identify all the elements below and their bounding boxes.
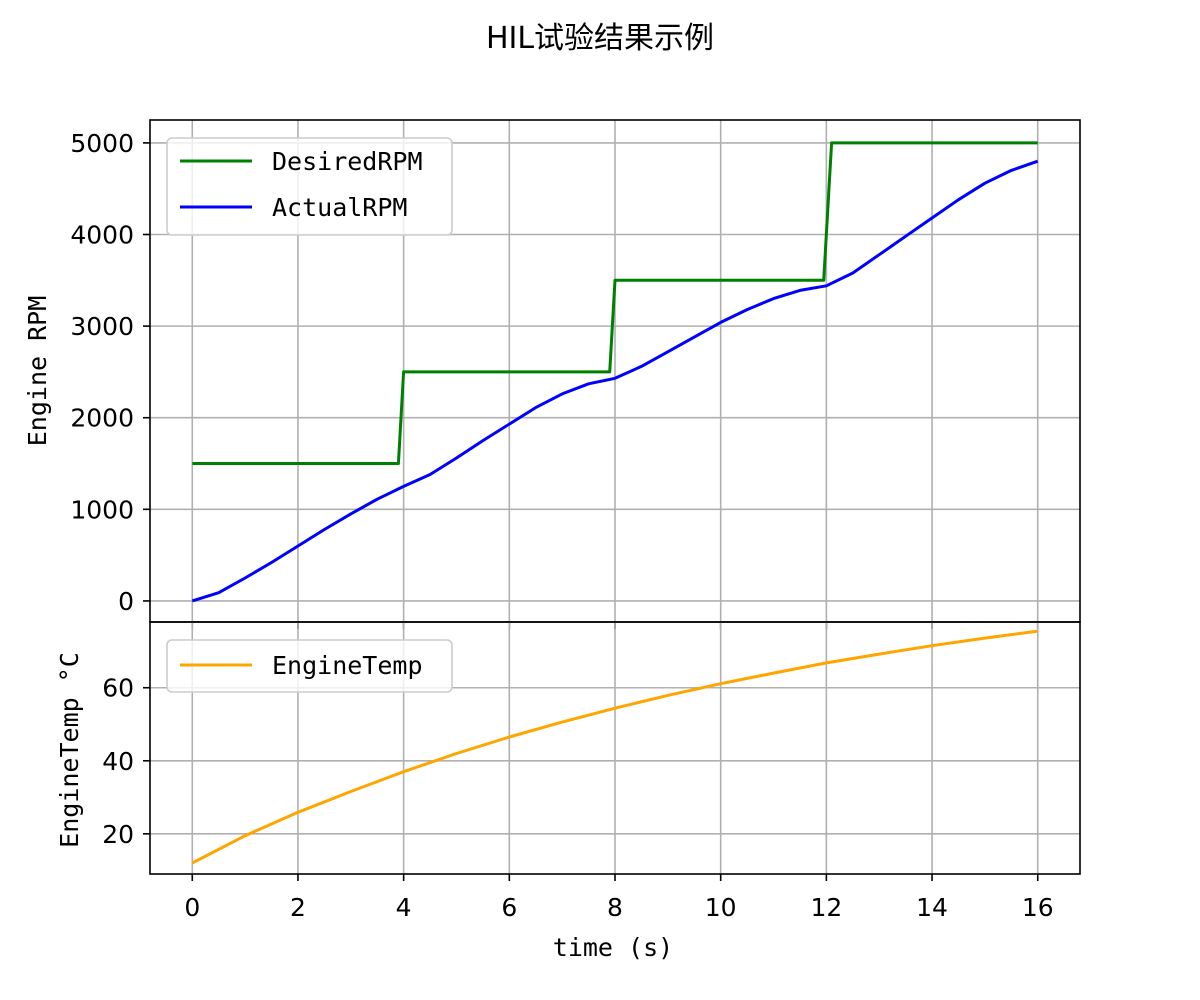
temp-legend: EngineTemp xyxy=(166,639,453,693)
rpm-legend: DesiredRPM ActualRPM xyxy=(166,137,453,236)
x-tick-label-8: 8 xyxy=(607,893,623,922)
x-axis-label: time (s) xyxy=(553,933,673,962)
series-line-actualrpm xyxy=(191,159,1039,603)
legend-label-actual-rpm: ActualRPM xyxy=(272,193,407,222)
temp-ticks: 0 2 4 6 8 10 12 14 16 20 40 60 xyxy=(102,674,1053,922)
temp-y-axis-label: EngineTemp °C xyxy=(55,652,84,848)
rpm-y-tick-label-2000: 2000 xyxy=(70,404,134,433)
rpm-y-tick-label-1000: 1000 xyxy=(70,495,134,524)
series-line-enginetemp xyxy=(191,629,1038,865)
temp-panel: 0 2 4 6 8 10 12 14 16 20 40 60 EngineTemp °C time (… xyxy=(55,621,1081,962)
temp-series xyxy=(191,629,1038,865)
x-tick-label-14: 14 xyxy=(916,893,948,922)
rpm-y-tick-label-5000: 5000 xyxy=(70,129,134,158)
x-tick-label-4: 4 xyxy=(396,893,412,922)
x-tick-label-10: 10 xyxy=(705,893,737,922)
temp-y-tick-label-40: 40 xyxy=(102,747,134,776)
rpm-panel: 0 1000 2000 3000 4000 5000 Engine RPM Desired… xyxy=(23,119,1081,629)
x-tick-label-6: 6 xyxy=(501,893,517,922)
rpm-series xyxy=(191,141,1039,603)
series-line-desiredrpm xyxy=(192,141,1038,465)
x-tick-label-16: 16 xyxy=(1022,893,1054,922)
rpm-y-tick-label-4000: 4000 xyxy=(70,221,134,250)
legend-label-desired-rpm: DesiredRPM xyxy=(272,147,423,176)
temp-y-tick-label-60: 60 xyxy=(102,674,134,703)
rpm-y-axis-label: Engine RPM xyxy=(23,296,52,447)
temp-legend-box xyxy=(166,639,453,693)
rpm-y-tick-label-3000: 3000 xyxy=(70,312,134,341)
x-tick-label-12: 12 xyxy=(810,893,842,922)
rpm-y-tick-label-0: 0 xyxy=(118,587,134,616)
legend-label-engine-temp: EngineTemp xyxy=(272,651,423,680)
figure-title: HIL试验结果示例 xyxy=(486,21,714,56)
x-tick-label-2: 2 xyxy=(290,893,306,922)
x-tick-label-0: 0 xyxy=(184,893,200,922)
temp-y-tick-label-20: 20 xyxy=(102,820,134,849)
